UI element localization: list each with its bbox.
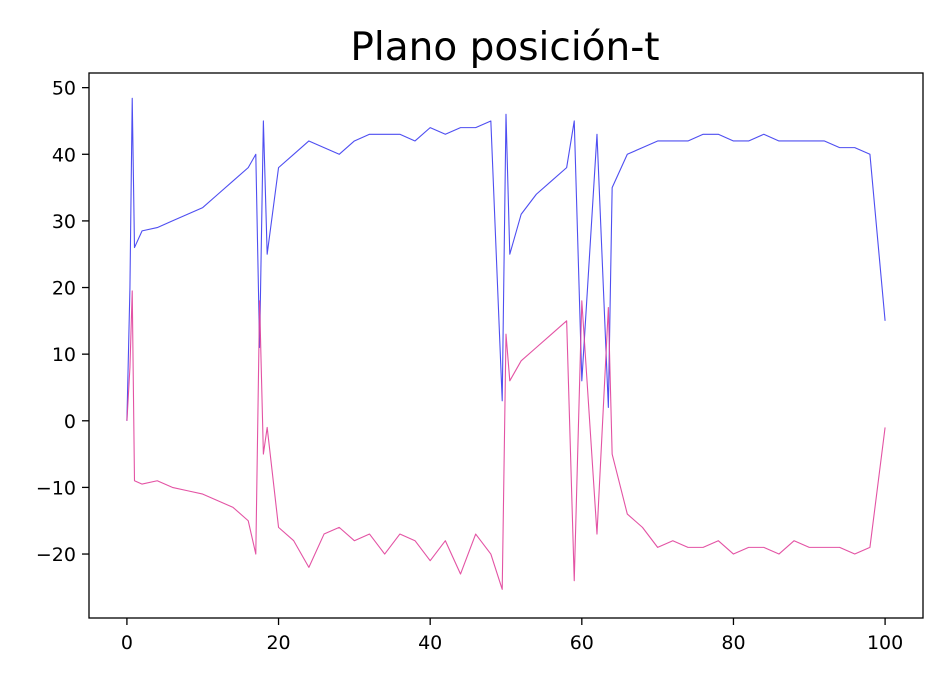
y-tick-label: 50 xyxy=(52,78,76,100)
x-tick-label: 60 xyxy=(570,632,594,654)
y-tick-label: 30 xyxy=(52,211,76,233)
x-tick-label: 40 xyxy=(418,632,442,654)
x-tick-label: 80 xyxy=(721,632,745,654)
x-tick-label: 20 xyxy=(266,632,290,654)
y-tick-label: −20 xyxy=(36,544,76,566)
series-line-1 xyxy=(126,290,886,590)
plot-layer xyxy=(126,97,886,590)
y-tick-label: 0 xyxy=(64,411,76,433)
y-tick-label: 40 xyxy=(52,144,76,166)
y-tick-label: −10 xyxy=(36,477,76,499)
axis-layer: 0 20 40 60 80 100 −20 −10 0 10 20 30 40 50 xyxy=(36,78,903,654)
plot-frame xyxy=(88,72,924,619)
x-tick-label: 0 xyxy=(121,632,133,654)
series-line-0 xyxy=(126,97,886,421)
y-tick-label: 10 xyxy=(52,344,76,366)
y-tick-label: 20 xyxy=(52,278,76,300)
x-tick-label: 100 xyxy=(867,632,903,654)
chart-title: Plano posición-t xyxy=(350,25,659,70)
